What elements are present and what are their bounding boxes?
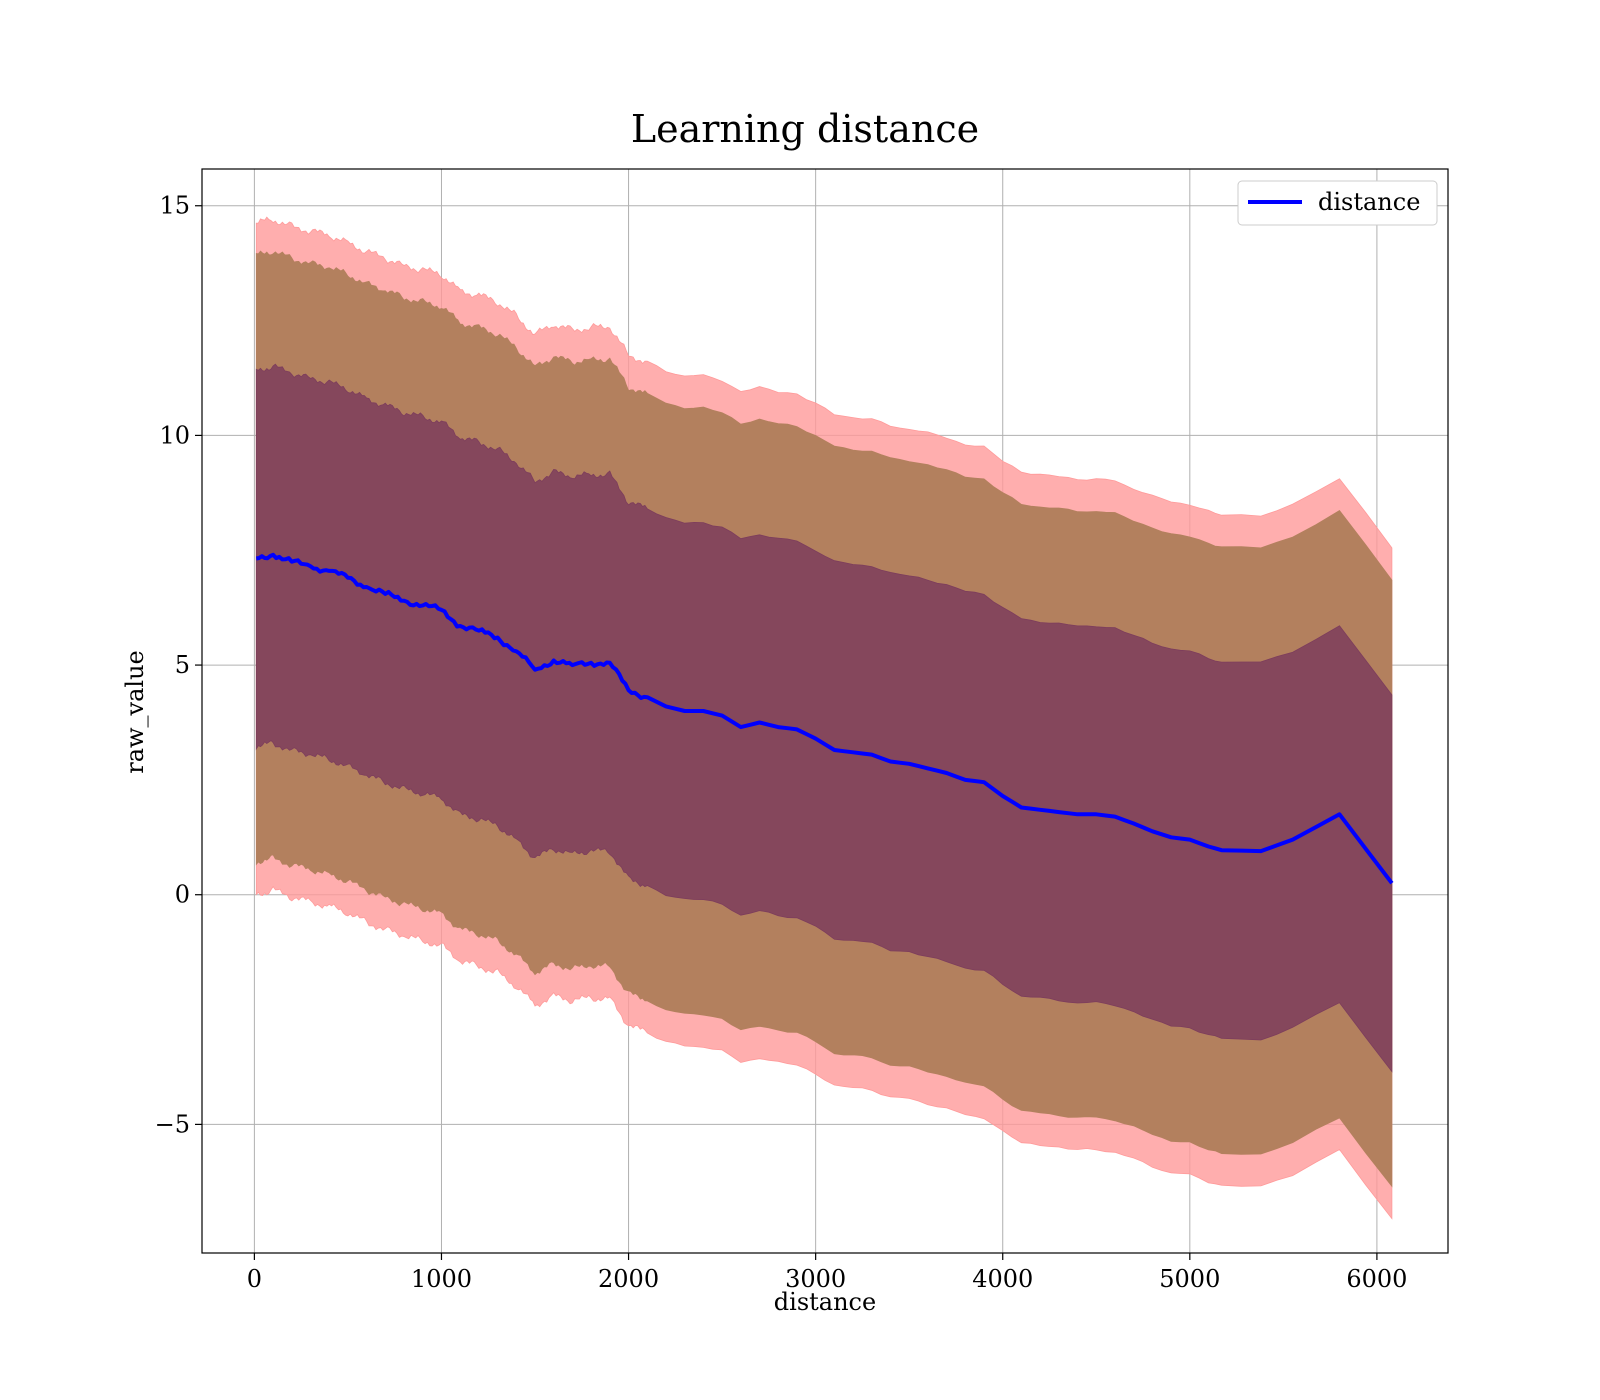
plot-area [201, 168, 1449, 1254]
y-axis-ticks: −5 0 5 10 15 [155, 192, 202, 1138]
legend-label-distance: distance [1318, 188, 1420, 216]
legend-box [1237, 180, 1438, 226]
x-axis-label: distance [774, 1288, 876, 1316]
y-tick-label: 5 [175, 651, 190, 679]
x-tick-label: 6000 [1346, 1265, 1407, 1293]
x-tick-label: 2000 [598, 1265, 659, 1293]
y-axis-label: raw_value [121, 650, 149, 774]
chart-title: Learning distance [631, 107, 979, 151]
legend: distance [1237, 180, 1438, 226]
x-tick-label: 0 [247, 1265, 262, 1293]
plot-frame [201, 168, 1449, 1254]
y-tick-label: 10 [159, 421, 190, 449]
x-tick-label: 3000 [785, 1265, 846, 1293]
series-line-distance [255, 552, 1394, 885]
x-axis-ticks: 0 1000 2000 3000 4000 5000 6000 [247, 1253, 1407, 1293]
x-tick-label: 5000 [1159, 1265, 1220, 1293]
y-tick-label: −5 [155, 1110, 190, 1138]
x-tick-label: 1000 [411, 1265, 472, 1293]
error-bands [255, 216, 1393, 1220]
x-tick-label: 4000 [972, 1265, 1033, 1293]
y-tick-label: 0 [175, 881, 190, 909]
series-lines [255, 552, 1394, 885]
band-inner [255, 363, 1393, 1073]
y-tick-label: 15 [159, 192, 190, 220]
